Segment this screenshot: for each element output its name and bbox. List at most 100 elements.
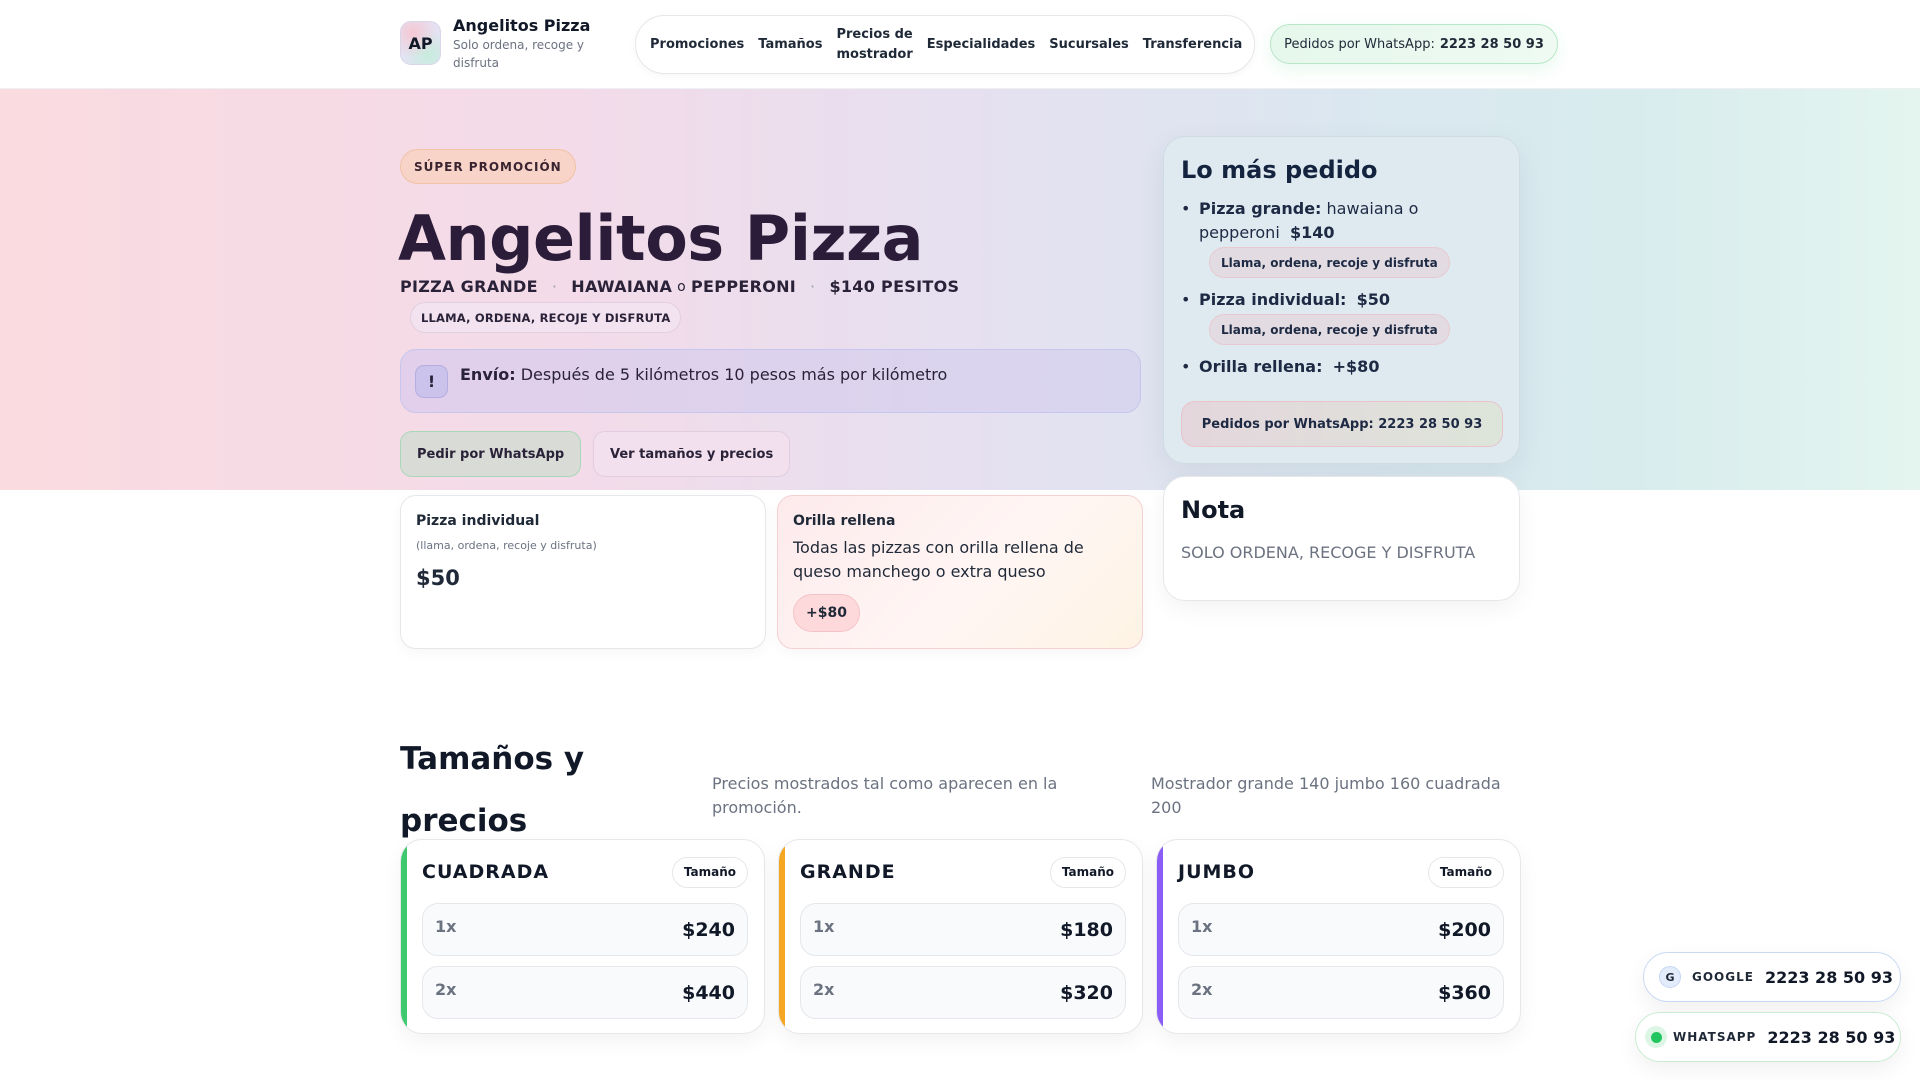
price-badge: +$80 bbox=[793, 594, 860, 632]
hero-background bbox=[0, 89, 1920, 490]
note-card: Nota SOLO ORDENA, RECOGE Y DISFRUTA bbox=[1163, 476, 1520, 601]
header-whatsapp-number: 2223 28 50 93 bbox=[1439, 36, 1544, 52]
size-card-jumbo: JUMBO Tamaño 1x $200 2x $360 bbox=[1156, 839, 1521, 1034]
float-whatsapp-label: WHATSAPP bbox=[1673, 1030, 1757, 1044]
price-row: 2x $320 bbox=[800, 966, 1126, 1019]
hero-or: o bbox=[677, 278, 687, 295]
item-chip: Llama, ordena, recoje y disfruta bbox=[1209, 247, 1450, 278]
qty: 2x bbox=[1191, 980, 1213, 999]
separator-dot: · bbox=[810, 277, 816, 296]
price: $440 bbox=[682, 981, 735, 1004]
note-text: SOLO ORDENA, RECOGE Y DISFRUTA bbox=[1181, 543, 1476, 562]
size-name: JUMBO bbox=[1178, 861, 1256, 883]
price-row: 1x $240 bbox=[422, 903, 748, 956]
item-price: $50 bbox=[1356, 290, 1391, 309]
hero-price: $140 PESITOS bbox=[829, 277, 960, 296]
header-whatsapp-button[interactable]: Pedidos por WhatsApp: 2223 28 50 93 bbox=[1270, 24, 1558, 64]
price: $240 bbox=[682, 918, 735, 941]
shipping-notice-text: Envío: Después de 5 kilómetros 10 pesos … bbox=[460, 364, 947, 386]
sizes-note-1: Precios mostrados tal como aparecen en l… bbox=[712, 774, 1058, 817]
float-whatsapp-button[interactable]: WHATSAPP 2223 28 50 93 bbox=[1635, 1012, 1901, 1062]
panel-whatsapp-button[interactable]: Pedidos por WhatsApp: 2223 28 50 93 bbox=[1181, 401, 1503, 447]
card-note: (llama, ordena, recoje y disfruta) bbox=[416, 539, 597, 552]
promo-badge: SÚPER PROMOCIÓN bbox=[400, 149, 576, 184]
item-label: Pizza grande: bbox=[1199, 199, 1322, 218]
price: $200 bbox=[1438, 918, 1491, 941]
hero-subtitle: PIZZA GRANDE · HAWAIANA o PEPPERONI · $1… bbox=[400, 277, 959, 296]
list-item: Pizza individual: $50 Llama, ordena, rec… bbox=[1181, 288, 1502, 347]
nav-especialidades[interactable]: Especialidades bbox=[926, 36, 1036, 52]
site-header: AP Angelitos Pizza Solo ordena, recoge y… bbox=[0, 0, 1920, 89]
card-title: Pizza individual bbox=[416, 513, 540, 529]
shipping-label: Envío: bbox=[460, 365, 516, 384]
size-card-grande: GRANDE Tamaño 1x $180 2x $320 bbox=[778, 839, 1143, 1034]
hero-chip: LLAMA, ORDENA, RECOJE Y DISFRUTA bbox=[410, 302, 682, 333]
most-ordered-title: Lo más pedido bbox=[1181, 156, 1378, 184]
float-google-number: 2223 28 50 93 bbox=[1764, 967, 1893, 987]
item-price: +$80 bbox=[1332, 357, 1380, 376]
size-name: CUADRADA bbox=[422, 861, 550, 883]
qty: 2x bbox=[435, 980, 457, 999]
card-price: $50 bbox=[416, 566, 460, 590]
card-desc: Todas las pizzas con orilla rellena de q… bbox=[793, 538, 1084, 581]
size-tag: Tamaño bbox=[1049, 856, 1126, 888]
brand[interactable]: AP Angelitos Pizza Solo ordena, recoge y… bbox=[400, 16, 603, 72]
size-tag: Tamaño bbox=[671, 856, 748, 888]
separator-dot: · bbox=[551, 277, 558, 296]
stuffed-crust-card: Orilla rellena Todas las pizzas con oril… bbox=[777, 495, 1143, 649]
item-chip: Llama, ordena, recoje y disfruta bbox=[1209, 314, 1450, 345]
item-label: Orilla rellena: bbox=[1199, 357, 1323, 376]
nav-sucursales[interactable]: Sucursales bbox=[1049, 36, 1129, 52]
list-item: Orilla rellena: +$80 bbox=[1181, 355, 1502, 379]
most-ordered-list: Pizza grande: hawaiana o pepperoni $140 … bbox=[1181, 197, 1502, 379]
order-whatsapp-button[interactable]: Pedir por WhatsApp bbox=[400, 431, 582, 477]
price-row: 1x $200 bbox=[1178, 903, 1504, 956]
size-tag: Tamaño bbox=[1427, 856, 1504, 888]
item-price: $140 bbox=[1289, 223, 1335, 242]
alert-icon: ! bbox=[415, 365, 448, 398]
qty: 1x bbox=[813, 917, 835, 936]
item-desc: hawaiana o pepperoni bbox=[1199, 199, 1419, 242]
hero-size: PIZZA GRANDE bbox=[400, 277, 538, 296]
hero-flavor-b: PEPPERONI bbox=[691, 277, 797, 296]
nav-promociones[interactable]: Promociones bbox=[650, 36, 745, 52]
brand-tagline: Solo ordena, recoge y disfruta bbox=[453, 38, 585, 70]
nav-tamanos[interactable]: Tamaños bbox=[758, 36, 823, 52]
qty: 1x bbox=[1191, 917, 1213, 936]
accent-bar bbox=[779, 840, 785, 1033]
accent-bar bbox=[1157, 840, 1163, 1033]
nav-transferencia[interactable]: Transferencia bbox=[1142, 36, 1243, 52]
shipping-notice: ! Envío: Después de 5 kilómetros 10 peso… bbox=[400, 349, 1141, 413]
size-card-cuadrada: CUADRADA Tamaño 1x $240 2x $440 bbox=[400, 839, 765, 1034]
brand-name: Angelitos Pizza bbox=[453, 16, 591, 35]
google-icon: G bbox=[1659, 966, 1681, 988]
most-ordered-panel: Lo más pedido Pizza grande: hawaiana o p… bbox=[1163, 136, 1520, 464]
price-row: 1x $180 bbox=[800, 903, 1126, 956]
list-item: Pizza grande: hawaiana o pepperoni $140 … bbox=[1181, 197, 1502, 280]
float-google-button[interactable]: G GOOGLE 2223 28 50 93 bbox=[1643, 952, 1901, 1002]
brand-logo: AP bbox=[400, 21, 441, 65]
hero-flavor-a: HAWAIANA bbox=[571, 277, 673, 296]
view-sizes-button[interactable]: Ver tamaños y precios bbox=[593, 431, 791, 477]
card-title: Orilla rellena bbox=[793, 513, 896, 529]
individual-pizza-card: Pizza individual (llama, ordena, recoje … bbox=[400, 495, 766, 649]
qty: 2x bbox=[813, 980, 835, 999]
size-name: GRANDE bbox=[800, 861, 896, 883]
sizes-note-2: Mostrador grande 140 jumbo 160 cuadrada … bbox=[1151, 774, 1501, 817]
float-whatsapp-number: 2223 28 50 93 bbox=[1767, 1027, 1896, 1047]
header-whatsapp-label: Pedidos por WhatsApp: bbox=[1284, 36, 1435, 52]
item-label: Pizza individual: bbox=[1199, 290, 1347, 309]
price: $180 bbox=[1060, 918, 1113, 941]
sizes-section-title: Tamaños y precios bbox=[400, 741, 585, 839]
nav-precios-mostrador[interactable]: Precios de mostrador bbox=[836, 26, 913, 62]
main-nav: Promociones Tamaños Precios de mostrador… bbox=[635, 15, 1255, 74]
qty: 1x bbox=[435, 917, 457, 936]
accent-bar bbox=[401, 840, 407, 1033]
hero-title: Angelitos Pizza bbox=[398, 202, 923, 275]
whatsapp-status-icon bbox=[1645, 1026, 1667, 1048]
shipping-text: Después de 5 kilómetros 10 pesos más por… bbox=[520, 365, 948, 384]
price-row: 2x $440 bbox=[422, 966, 748, 1019]
price-row: 2x $360 bbox=[1178, 966, 1504, 1019]
note-title: Nota bbox=[1181, 496, 1246, 524]
price: $360 bbox=[1438, 981, 1491, 1004]
